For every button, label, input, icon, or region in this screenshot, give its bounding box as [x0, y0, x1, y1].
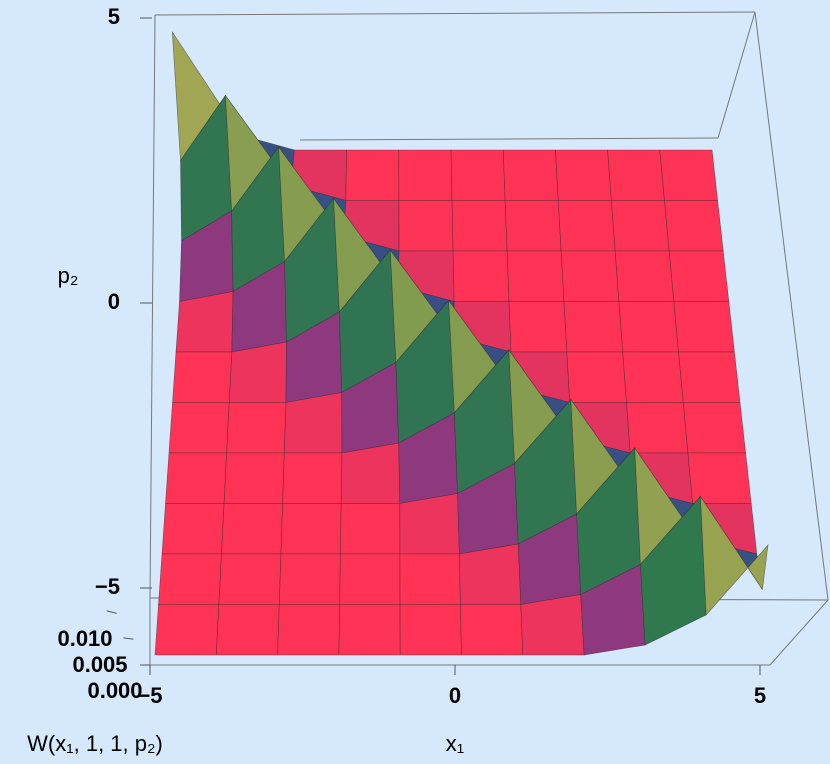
surface-patch [338, 604, 401, 656]
surface-patch [607, 149, 665, 201]
surface-patch [626, 402, 689, 454]
surface-patch [165, 452, 227, 504]
y-tick-label: 0 [108, 289, 120, 314]
surface-patch [345, 149, 400, 201]
surface [154, 30, 769, 656]
surface-patch [520, 594, 585, 656]
y-tick-label: 5 [108, 4, 120, 29]
x-tick-label: 5 [754, 683, 766, 708]
surface-patch [226, 402, 287, 454]
y-axis-label: p₂ [58, 263, 79, 288]
surface-patch [340, 503, 401, 555]
surface-patch [614, 250, 675, 302]
surface-patch [278, 553, 341, 605]
surface-patch [664, 200, 724, 252]
z-tick [123, 637, 134, 640]
surface-patch [280, 503, 342, 555]
surface-patch [340, 442, 401, 504]
surface-patch [502, 149, 559, 201]
surface-patch [215, 604, 280, 656]
surface-patch [451, 200, 508, 252]
surface-patch [506, 250, 565, 302]
box-edge [149, 14, 156, 599]
surface-patch [557, 200, 616, 252]
surface-patch [508, 301, 568, 353]
surface-patch [277, 604, 340, 656]
z-axis-label: W(x₁, 1, 1, p₂) [27, 731, 163, 756]
x-axis-label: x₁ [446, 731, 464, 756]
surface-patch [678, 351, 741, 403]
surface-patch [452, 250, 510, 302]
surface-patch [460, 604, 524, 656]
box-edge [299, 137, 719, 141]
surface-patch [228, 341, 287, 403]
surface-patch [399, 493, 460, 555]
surface-patch [682, 402, 746, 454]
surface-patch [161, 503, 225, 555]
surface-patch [221, 503, 283, 555]
x-tick-label: 0 [449, 683, 461, 708]
surface-patch [158, 553, 222, 605]
surface-patch [668, 250, 730, 302]
y-tick-label: −5 [95, 574, 120, 599]
surface-patch [673, 301, 735, 353]
surface-patch [168, 402, 230, 454]
z-tick-label: 0.010 [57, 626, 112, 651]
surface-patch [618, 301, 679, 353]
z-tick [106, 610, 117, 614]
surface-patch [611, 200, 670, 252]
box-edge [754, 11, 829, 601]
surface-patch [399, 604, 462, 656]
surface-patch [218, 553, 282, 605]
surface-patch [282, 452, 343, 504]
surface-patch [555, 149, 612, 201]
surface-patch [622, 351, 684, 403]
box-edge [769, 599, 829, 666]
surface-patch [172, 351, 233, 403]
surface-patch [659, 149, 718, 201]
surface-patch [450, 149, 506, 201]
surface-patch [398, 200, 454, 252]
x-tick-label: −5 [137, 683, 162, 708]
surface-patch [223, 452, 285, 504]
surface-patch [154, 604, 220, 656]
surface-patch [560, 250, 620, 302]
surface-patch [175, 291, 234, 353]
surface-patch [399, 553, 461, 605]
surface-patch [284, 392, 343, 454]
surface-patch [687, 452, 752, 504]
z-tick-label: 0.005 [72, 652, 127, 677]
surface-patch [700, 495, 769, 616]
z-tick-label: 0.000 [87, 678, 142, 703]
surface-patch [563, 301, 624, 353]
box-edge [717, 11, 756, 139]
surface-patch [398, 149, 453, 201]
surface-patch [339, 553, 401, 605]
box-edge [154, 11, 756, 16]
surface-patch [459, 543, 522, 605]
surface-patch [504, 200, 562, 252]
surface-patch [566, 351, 627, 403]
